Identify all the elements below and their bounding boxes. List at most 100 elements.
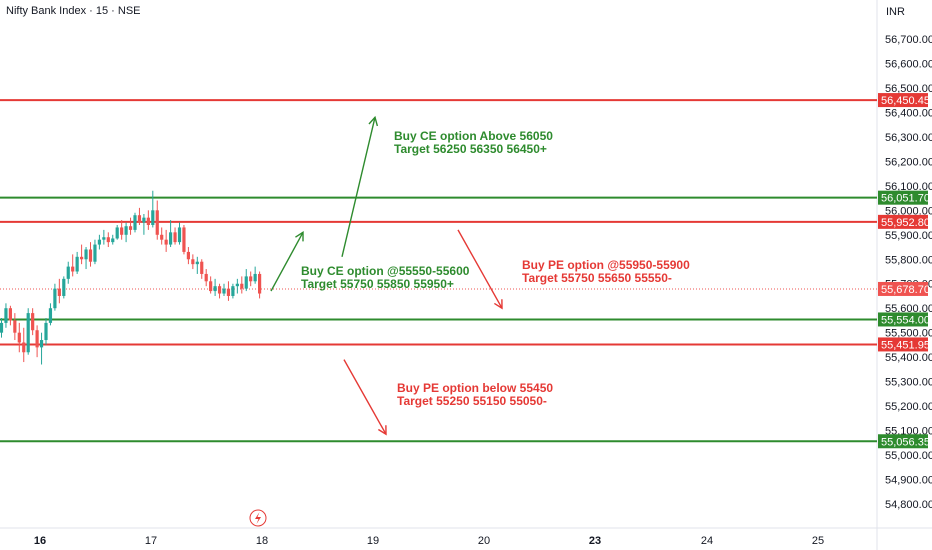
annotation-text[interactable]: Target 55250 55150 55050- [397,394,547,408]
level-badge [878,190,928,205]
candle-body [53,288,57,309]
price-tick-label: 55,800.00 [885,254,932,266]
price-tick-label: 56,600.00 [885,58,932,70]
candle-body [124,226,128,235]
level-badge-label: 55,056.35 [881,436,930,448]
candle-body [235,283,239,287]
candle-body [128,226,133,230]
chart-title: Nifty Bank Index · 15 · NSE [6,5,141,17]
candle-body [164,239,168,245]
arrow-shaft[interactable] [270,232,304,292]
level-badge-label: 56,051.70 [881,193,930,205]
candle-body [4,308,8,323]
candle-body [222,288,226,294]
level-badge [878,214,928,229]
time-tick-label: 24 [701,535,713,547]
price-tick-label: 56,200.00 [885,156,932,168]
candle-body [26,313,30,353]
candle-body [66,266,70,279]
candle-body [102,237,106,240]
candle-body [200,261,204,274]
annotation-text[interactable]: Target 55750 55850 55950+ [301,277,454,291]
candle-body [8,308,12,321]
candle-body [0,322,4,333]
time-tick-label: 23 [589,535,601,547]
currency-label: INR [886,6,905,18]
candle-body [186,251,190,260]
candle-body [244,276,248,289]
candle-body [151,210,155,225]
level-badge-label: 55,554.00 [881,314,930,326]
candle-body [62,278,66,296]
candle-body [249,276,253,282]
level-badge [878,93,928,108]
candle-body [191,259,195,265]
lightning-icon[interactable] [249,509,267,527]
annotation-text[interactable]: Buy PE option below 55450 [397,381,553,395]
price-tick-label: 56,300.00 [885,132,932,144]
annotation-text[interactable]: Buy PE option @55950-55900 [522,258,690,272]
price-tick-label: 55,500.00 [885,328,932,340]
annotation-text[interactable]: Target 56250 56350 56450+ [394,142,547,156]
annotation-text[interactable]: Buy CE option @55550-55600 [301,264,470,278]
level-badge [878,434,928,449]
price-badges: 56,450.45 56,051.70 55,952.80 55,554.00 55,4… [878,93,930,449]
candle-body [48,308,53,323]
time-tick-label: 20 [478,535,490,547]
candle-body [160,234,164,240]
price-axis: 56,700.00 56,600.00 56,500.00 56,400.00 56,3… [885,34,932,511]
level-lines [0,99,877,443]
price-tick-label: 56,500.00 [885,83,932,95]
candle-body [142,217,146,223]
level-badge-label: 56,450.45 [881,95,930,107]
candle-body [93,244,97,262]
arrow-shaft[interactable] [457,229,503,309]
candle-body [213,286,217,292]
price-tick-label: 56,000.00 [885,205,932,217]
price-tick-label: 55,600.00 [885,303,932,315]
last-price-label: 55,678.70 [881,284,930,296]
price-tick-label: 55,400.00 [885,352,932,364]
candlesticks [0,190,262,365]
level-badge-label: 55,952.80 [881,217,930,229]
candle-body [22,342,26,353]
candle-body [146,217,150,225]
price-tick-label: 54,800.00 [885,499,932,511]
candle-body [13,320,17,333]
candle-body [173,232,177,243]
candle-body [169,232,173,245]
candle-body [209,281,213,292]
candle-body [39,340,44,348]
price-tick-label: 55,900.00 [885,230,932,242]
candle-body [155,210,159,235]
candle-body [120,227,124,235]
annotation-text[interactable]: Target 55750 55650 55550- [522,271,672,285]
time-axis: 16 17 18 19 20 23 24 25 [34,535,824,547]
candle-body [44,322,48,341]
candle-body [31,313,35,331]
arrow-shaft[interactable] [343,359,387,435]
level-badge [878,312,928,327]
candle-body [258,273,262,294]
arrow-shaft[interactable] [341,117,376,257]
price-tick-label: 56,100.00 [885,181,932,193]
candle-body [35,330,39,348]
candle-body [88,249,93,262]
time-tick-label: 18 [256,535,268,547]
price-tick-label: 55,200.00 [885,401,932,413]
level-badge [878,337,928,352]
time-tick-label: 25 [812,535,824,547]
arrow-head [295,231,304,242]
time-tick-label: 19 [367,535,379,547]
candle-body [253,273,257,282]
candle-body [80,256,84,260]
candle-body [111,238,115,243]
price-tick-label: 56,400.00 [885,107,932,119]
candle-body [115,227,119,239]
arrow-head [377,425,387,436]
annotation-text[interactable]: Buy CE option Above 56050 [394,129,553,143]
candle-body [217,286,222,294]
candle-body [204,273,208,282]
candle-body [17,332,21,343]
